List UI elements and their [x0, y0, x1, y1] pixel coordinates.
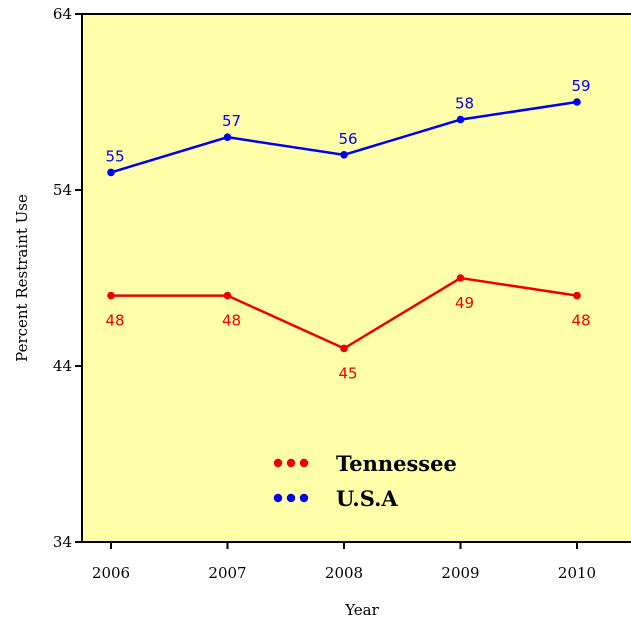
y-axis-title: Percent Restraint Use	[13, 194, 31, 362]
data-point-tennessee	[573, 291, 581, 300]
data-point-tennessee	[456, 274, 465, 282]
data-label-u-s-a: 59	[571, 77, 590, 95]
data-point-u-s-a	[107, 168, 115, 177]
legend-label-tennessee: Tennessee	[336, 451, 457, 476]
data-label-u-s-a: 58	[455, 95, 474, 113]
legend-marker-u-s-a	[273, 493, 283, 503]
data-label-u-s-a: 55	[105, 147, 124, 165]
y-tick-label: 64	[53, 5, 72, 23]
x-tick-label: 2010	[558, 564, 596, 582]
data-label-u-s-a: 57	[222, 112, 241, 130]
legend-marker-u-s-a	[286, 493, 296, 503]
data-label-tennessee: 48	[105, 312, 124, 330]
data-point-u-s-a	[573, 98, 581, 106]
data-point-u-s-a	[223, 133, 232, 141]
data-point-tennessee	[223, 291, 232, 300]
y-tick-label: 54	[53, 181, 72, 199]
data-point-u-s-a	[456, 115, 465, 124]
data-label-tennessee: 48	[571, 312, 590, 330]
x-axis-title: Year	[344, 601, 379, 619]
data-point-u-s-a	[340, 151, 348, 159]
x-tick-label: 2007	[208, 564, 246, 582]
legend-marker-tennessee	[273, 458, 283, 468]
x-tick-label: 2008	[325, 564, 363, 582]
legend-marker-tennessee	[299, 458, 309, 468]
data-point-tennessee	[107, 291, 115, 300]
data-label-tennessee: 45	[338, 364, 357, 382]
y-tick-label: 34	[53, 533, 72, 551]
data-label-u-s-a: 56	[338, 130, 357, 148]
legend-marker-tennessee	[286, 458, 296, 468]
y-tick-label: 44	[53, 357, 72, 375]
plot-area	[82, 14, 631, 542]
data-point-tennessee	[340, 344, 348, 353]
legend-label-u-s-a: U.S.A	[336, 486, 398, 511]
x-tick-label: 2009	[441, 564, 479, 582]
legend-marker-u-s-a	[299, 493, 309, 503]
x-tick-label: 2006	[92, 564, 130, 582]
data-label-tennessee: 49	[455, 294, 474, 312]
data-label-tennessee: 48	[222, 312, 241, 330]
